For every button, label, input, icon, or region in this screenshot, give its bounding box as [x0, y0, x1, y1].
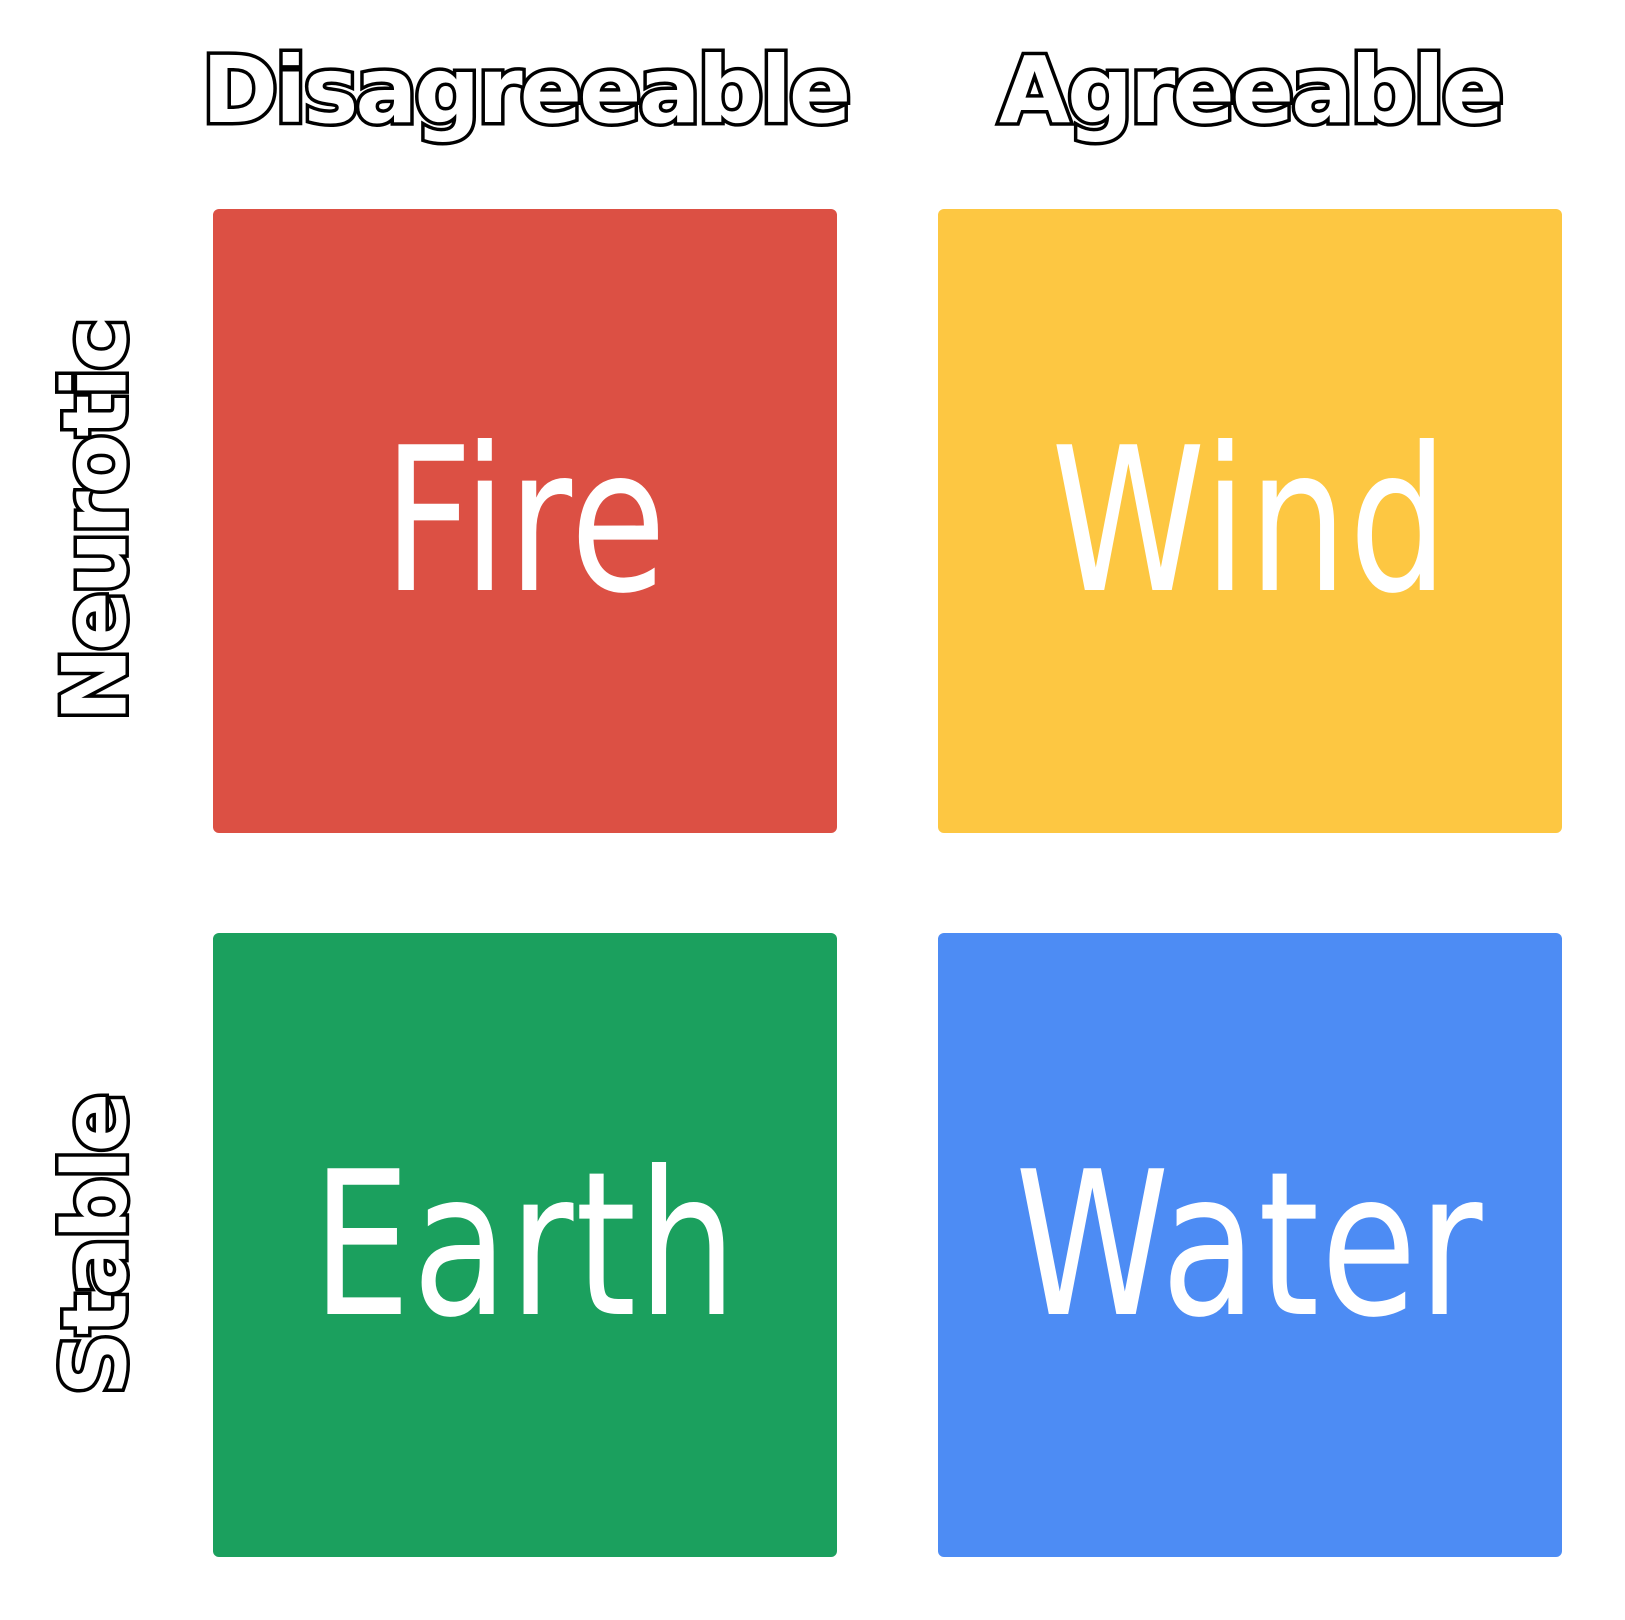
- row-header-stable: Stable: [40, 933, 150, 1557]
- column-header-label: Agreeable: [995, 33, 1507, 147]
- quadrant-water: Water: [938, 933, 1562, 1557]
- column-header-disagreeable: Disagreeable: [198, 30, 855, 150]
- quadrant-label-earth: Earth: [311, 1128, 739, 1362]
- quadrant-label-wind: Wind: [1050, 404, 1450, 638]
- column-header-agreeable: Agreeable: [938, 30, 1562, 150]
- quadrant-label-water: Water: [1015, 1128, 1485, 1362]
- row-header-label: Neurotic: [40, 317, 150, 724]
- quadrant-label-fire: Fire: [382, 404, 668, 638]
- row-header-label: Stable: [40, 1092, 150, 1399]
- quadrant-fire: Fire: [213, 209, 837, 833]
- quadrant-wind: Wind: [938, 209, 1562, 833]
- quadrant-earth: Earth: [213, 933, 837, 1557]
- row-header-neurotic: Neurotic: [40, 209, 150, 833]
- column-header-label: Disagreeable: [198, 33, 855, 147]
